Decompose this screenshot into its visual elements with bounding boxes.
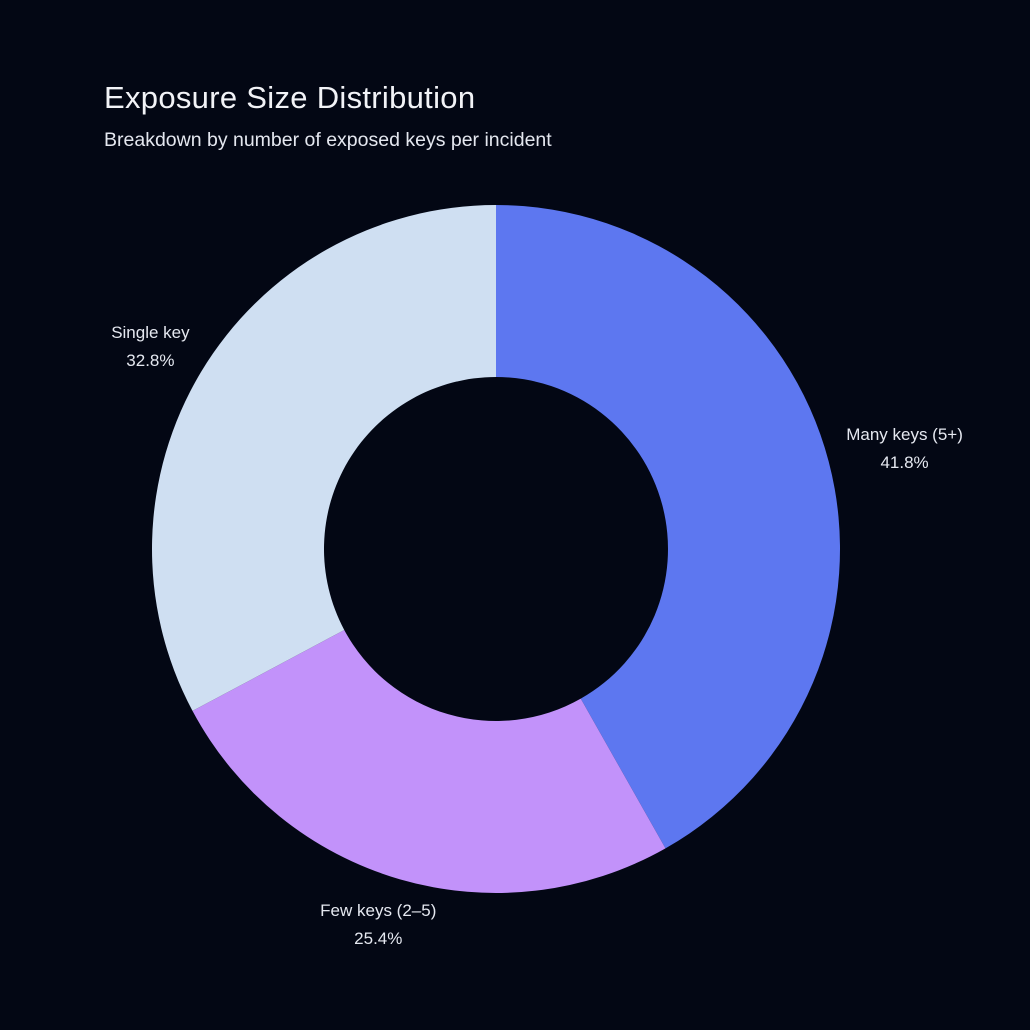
pie-slice-many-keys-5 <box>496 205 841 849</box>
pie-slice-label-value: 41.8% <box>880 453 929 473</box>
pie-slice-label-value: 25.4% <box>354 929 403 949</box>
pie-slice-label-name: Many keys (5+) <box>846 425 963 445</box>
pie-slice-label-name: Few keys (2–5) <box>320 901 437 921</box>
pie-slice-few-keys-2-5 <box>192 629 666 894</box>
chart-title: Exposure Size Distribution <box>104 80 476 115</box>
pie-slice-label-single-key: Single key 32.8% <box>111 319 189 375</box>
chart-subtitle: Breakdown by number of exposed keys per … <box>104 129 552 151</box>
pie-slice-label-value: 32.8% <box>126 351 175 371</box>
pie-slice-label-name: Single key <box>111 323 190 343</box>
pie-slice-single-key <box>151 205 496 711</box>
pie-slice-label-few-keys-2-5: Few keys (2–5) 25.4% <box>320 897 436 953</box>
pie-slice-label-many-keys-5: Many keys (5+) 41.8% <box>846 421 963 477</box>
